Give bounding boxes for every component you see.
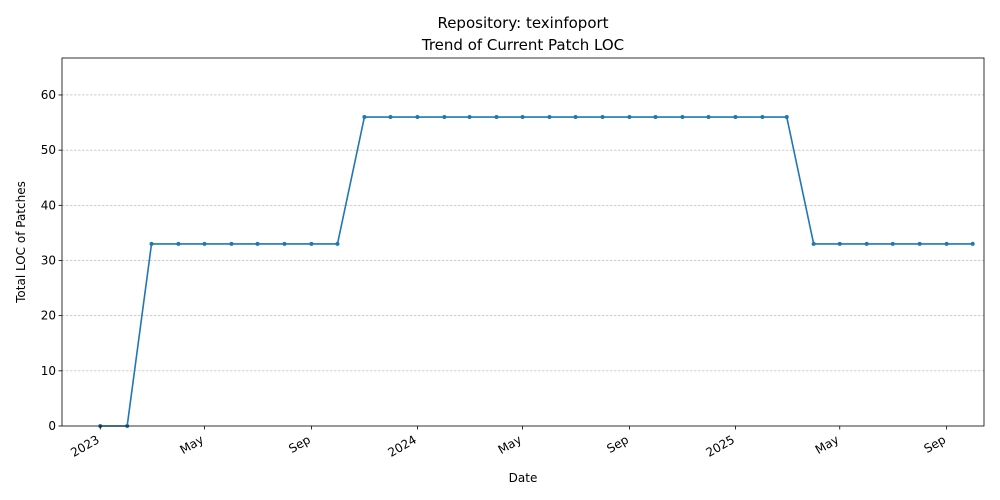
y-axis: 0 10 20 30 40 50 60 xyxy=(41,88,62,433)
data-point xyxy=(944,241,949,246)
data-point xyxy=(388,115,393,120)
y-tick-label: 10 xyxy=(41,364,56,378)
data-point xyxy=(600,115,605,120)
y-axis-label: Total LOC of Patches xyxy=(14,181,28,304)
data-point xyxy=(573,115,578,120)
x-tick-label: Sep xyxy=(604,432,631,455)
data-point xyxy=(864,241,869,246)
plot-frame xyxy=(61,57,985,427)
x-tick-label: 2025 xyxy=(704,432,737,459)
data-point xyxy=(335,241,340,246)
y-tick-label: 30 xyxy=(41,253,56,267)
x-tick-label: May xyxy=(813,432,841,457)
x-tick-label: Sep xyxy=(922,432,949,455)
data-point xyxy=(784,115,789,120)
data-point xyxy=(149,241,154,246)
series-line xyxy=(100,116,973,427)
chart-title-line2: Trend of Current Patch LOC xyxy=(421,36,624,54)
y-tick-label: 40 xyxy=(41,198,56,212)
series-layer xyxy=(98,115,975,428)
data-point xyxy=(309,241,314,246)
data-point xyxy=(362,115,367,120)
data-point xyxy=(494,115,499,120)
data-point xyxy=(229,241,234,246)
data-point xyxy=(837,241,842,246)
y-tick-label: 50 xyxy=(41,143,56,157)
data-point xyxy=(653,115,658,120)
data-point xyxy=(255,241,260,246)
data-point xyxy=(890,241,895,246)
data-point xyxy=(415,115,420,120)
y-tick-label: 20 xyxy=(41,309,56,323)
chart-title-line1: Repository: texinfoport xyxy=(437,14,608,32)
data-point xyxy=(202,241,207,246)
y-tick-label: 60 xyxy=(41,88,56,102)
data-point xyxy=(547,115,552,120)
data-point xyxy=(282,241,287,246)
data-point xyxy=(706,115,711,120)
x-tick-label: May xyxy=(178,432,206,457)
x-tick-label: Sep xyxy=(286,432,313,455)
data-point xyxy=(811,241,816,246)
gridlines xyxy=(62,94,984,372)
data-point xyxy=(520,115,525,120)
data-point xyxy=(917,241,922,246)
x-axis-label: Date xyxy=(509,471,538,485)
data-point xyxy=(627,115,632,120)
data-point xyxy=(970,241,975,246)
data-point xyxy=(442,115,447,120)
data-point xyxy=(733,115,738,120)
x-tick-label: 2024 xyxy=(385,432,418,459)
y-tick-label: 0 xyxy=(48,419,56,433)
x-tick-label: May xyxy=(496,432,524,457)
x-tick-label: 2023 xyxy=(68,432,101,459)
data-point xyxy=(467,115,472,120)
data-point xyxy=(680,115,685,120)
x-axis: 2023 May Sep 2024 May Sep 2025 May Sep xyxy=(68,426,948,460)
data-point xyxy=(760,115,765,120)
data-point xyxy=(176,241,181,246)
